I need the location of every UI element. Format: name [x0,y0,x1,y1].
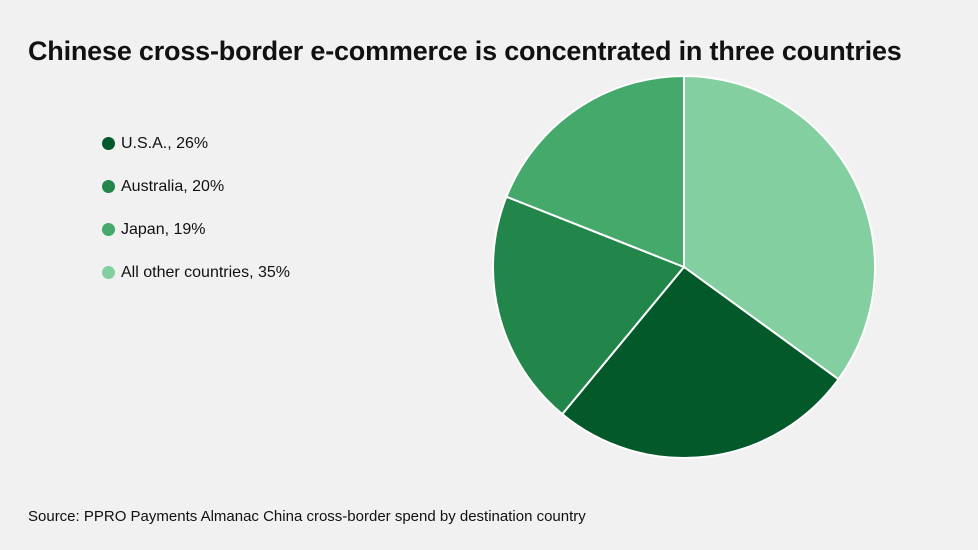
legend-label-australia: Australia, 20% [121,177,225,195]
pie-slice-all-other-countries [683,75,876,381]
chart-title: Chinese cross-border e-commerce is conce… [28,36,902,66]
legend-label-japan: Japan, 19% [121,220,206,238]
legend: U.S.A., 26% Australia, 20% Japan, 19% Al… [102,130,290,302]
legend-label-other: All other countries, 35% [121,263,290,281]
legend-swatch-japan [102,223,115,236]
legend-swatch-australia [102,180,115,193]
legend-item-japan: Japan, 19% [102,216,290,243]
legend-item-other: All other countries, 35% [102,259,290,286]
legend-swatch-other [102,266,115,279]
legend-item-australia: Australia, 20% [102,173,290,200]
legend-swatch-usa [102,137,115,150]
pie-slice-japan [505,75,685,268]
pie-slice-australia [492,195,685,416]
pie-slice-u-s-a [561,266,840,459]
source-note: Source: PPRO Payments Almanac China cros… [28,508,586,525]
legend-label-usa: U.S.A., 26% [121,134,209,152]
legend-item-usa: U.S.A., 26% [102,130,290,157]
